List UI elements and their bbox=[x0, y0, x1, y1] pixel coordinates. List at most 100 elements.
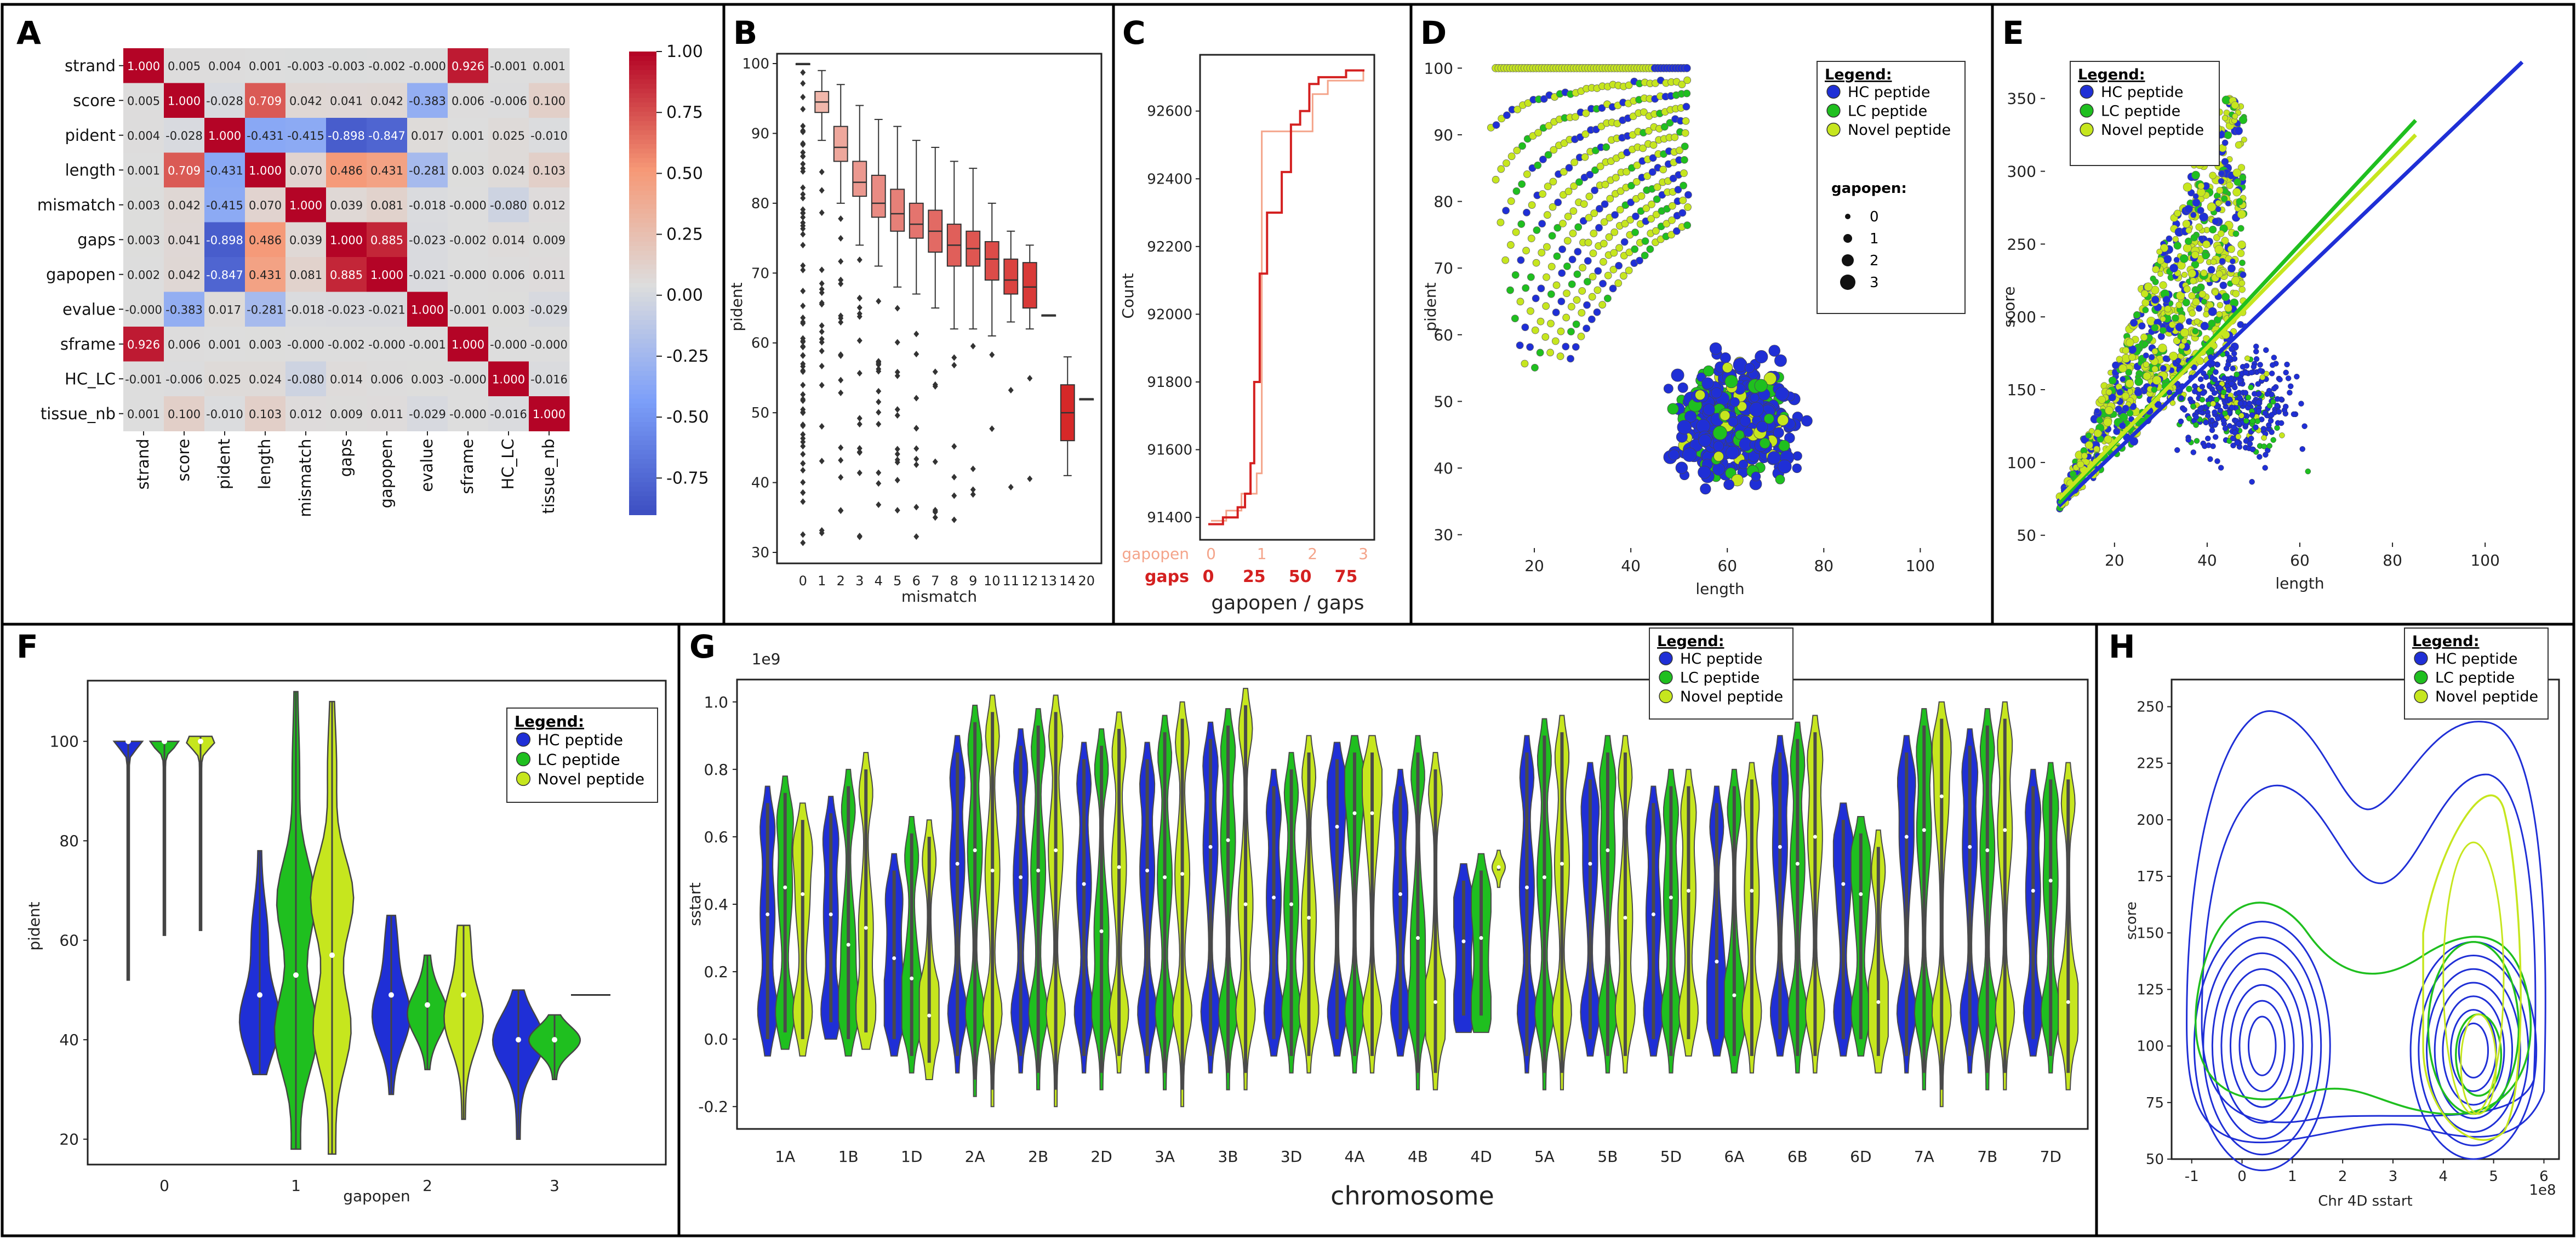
scatter-point bbox=[2183, 285, 2191, 293]
scatter-point bbox=[2227, 245, 2235, 253]
y-tick-label: 350 bbox=[2007, 90, 2036, 108]
violin-median bbox=[1841, 882, 1846, 886]
violin-median bbox=[990, 868, 995, 872]
legend-marker bbox=[1826, 104, 1841, 118]
heatmap-cell bbox=[326, 292, 367, 327]
x-tick-label: 80 bbox=[2383, 551, 2402, 569]
scatter-point bbox=[2190, 449, 2197, 455]
heatmap-cell-value: -0.415 bbox=[206, 199, 243, 212]
violin-median bbox=[1243, 902, 1248, 906]
scatter-point bbox=[1728, 417, 1738, 427]
violin-median bbox=[846, 943, 850, 947]
outlier-point bbox=[819, 363, 825, 370]
scatter-point bbox=[1563, 237, 1572, 245]
legend-size-marker bbox=[1842, 254, 1854, 266]
x-tick-label: 2 bbox=[2338, 1168, 2347, 1185]
scatter-point bbox=[1521, 323, 1529, 332]
scatter-point bbox=[1667, 231, 1675, 239]
scatter-point bbox=[2189, 310, 2196, 317]
scatter-point bbox=[2267, 418, 2274, 424]
outlier-point bbox=[932, 368, 938, 375]
scatter-point bbox=[1583, 301, 1591, 309]
heatmap-cell bbox=[204, 292, 245, 327]
scatter-point bbox=[1627, 181, 1635, 190]
scatter-point bbox=[1602, 143, 1610, 151]
y-tick-label: 200 bbox=[2007, 308, 2036, 326]
scatter-point bbox=[1513, 146, 1521, 155]
scatter-point bbox=[2199, 384, 2206, 390]
legend-label: Novel peptide bbox=[1848, 122, 1951, 139]
heatmap-cell-value: 0.014 bbox=[330, 373, 363, 386]
scatter-point bbox=[1682, 447, 1697, 462]
outlier-point bbox=[856, 449, 863, 456]
outlier-point bbox=[913, 395, 919, 402]
scatter-point bbox=[1598, 104, 1606, 112]
scatter-point bbox=[2094, 408, 2100, 414]
scatter-point bbox=[1503, 159, 1510, 167]
scatter-point bbox=[2192, 298, 2200, 306]
colorbar-segment bbox=[629, 223, 656, 229]
scatter-point bbox=[1580, 200, 1588, 208]
heatmap-cell bbox=[245, 152, 286, 188]
scatter-point bbox=[2230, 258, 2236, 265]
scatter-point bbox=[2138, 322, 2146, 330]
x-tick-label: 11 bbox=[1002, 573, 1019, 589]
x-tick-label: 5A bbox=[1534, 1148, 1555, 1166]
scatter-point bbox=[1540, 95, 1548, 103]
heatmap-cell-value: 0.486 bbox=[249, 233, 282, 247]
scatter-point bbox=[2278, 420, 2284, 426]
scatter-point bbox=[2239, 174, 2247, 181]
scatter-point bbox=[2219, 281, 2227, 289]
outlier-point bbox=[800, 489, 806, 497]
colorbar-segment bbox=[629, 347, 656, 353]
heatmap-cell bbox=[204, 187, 245, 223]
legend-marker bbox=[1826, 122, 1841, 137]
outlier-point bbox=[856, 421, 863, 428]
heatmap-cell bbox=[245, 292, 286, 327]
scatter-point bbox=[2235, 141, 2243, 149]
scatter-point bbox=[1591, 186, 1599, 195]
heatmap-cell-value: -0.000 bbox=[490, 338, 527, 351]
heatmap-cell-value: -0.010 bbox=[530, 129, 568, 142]
outlier-point bbox=[800, 381, 806, 389]
scatter-point bbox=[2232, 168, 2241, 178]
y-tick-label: 80 bbox=[1433, 193, 1453, 211]
scatter-point bbox=[2299, 446, 2306, 452]
heatmap-cell bbox=[448, 396, 489, 431]
scatter-point bbox=[2243, 418, 2249, 424]
scatter-point bbox=[2183, 243, 2192, 253]
plot-frame bbox=[1199, 54, 1375, 541]
scatter-point bbox=[2141, 340, 2149, 347]
heatmap-cell bbox=[123, 327, 164, 362]
scatter-point bbox=[1653, 195, 1661, 203]
x-tick-label: 3 bbox=[855, 573, 864, 589]
scatter-point bbox=[2237, 225, 2244, 232]
scatter-point bbox=[1763, 413, 1774, 424]
outlier-point bbox=[876, 360, 882, 367]
heatmap-cell bbox=[488, 187, 529, 223]
heatmap-cell bbox=[285, 187, 327, 223]
colorbar-segment bbox=[629, 380, 656, 386]
outlier-point bbox=[800, 225, 806, 232]
heatmap-row-label: pident bbox=[65, 126, 116, 145]
colorbar-segment bbox=[629, 510, 656, 515]
scatter-point bbox=[2104, 435, 2112, 443]
violin-median bbox=[1352, 811, 1357, 815]
scatter-point bbox=[2173, 256, 2180, 263]
scatter-point bbox=[1648, 201, 1655, 208]
outlier-point bbox=[819, 347, 825, 355]
y-tick-label: 0.8 bbox=[704, 761, 728, 779]
heatmap-cell bbox=[123, 292, 164, 327]
y-axis-label: pident bbox=[25, 902, 43, 950]
outlier-point bbox=[838, 351, 844, 358]
scatter-point bbox=[1544, 182, 1552, 191]
scatter-point bbox=[1557, 298, 1566, 305]
scatter-point bbox=[1672, 227, 1681, 235]
scatter-point bbox=[2237, 240, 2246, 249]
outlier-point bbox=[800, 106, 806, 113]
outlier-point bbox=[951, 362, 957, 369]
outlier-point bbox=[800, 287, 806, 294]
scatter-point bbox=[2182, 298, 2190, 307]
scatter-point bbox=[2234, 127, 2243, 135]
outlier-point bbox=[894, 457, 900, 464]
